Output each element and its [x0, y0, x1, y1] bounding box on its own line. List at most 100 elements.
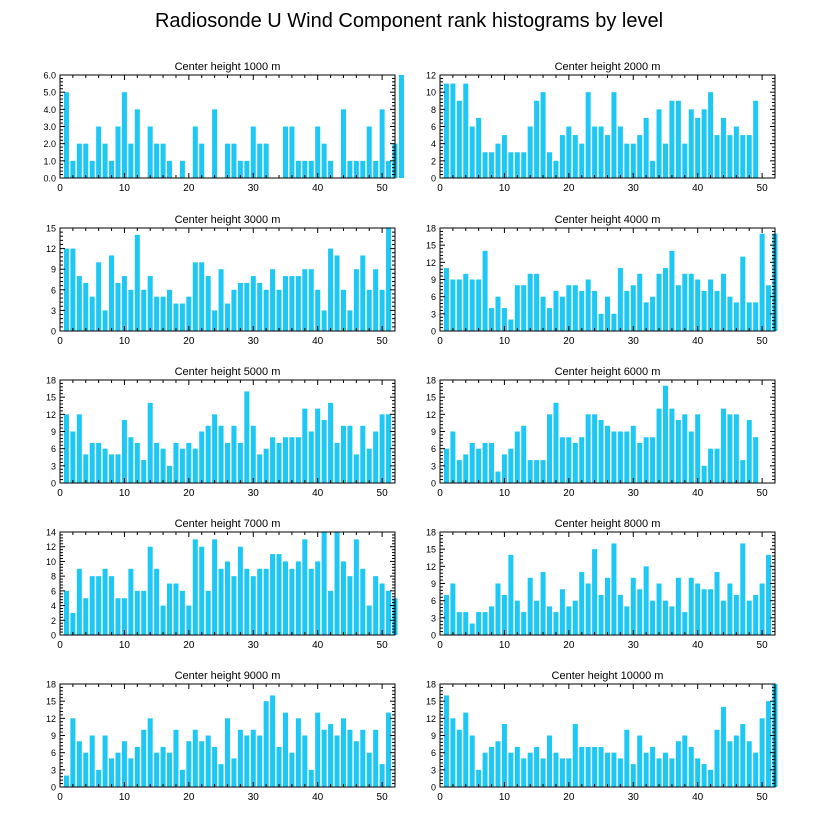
histogram-bar	[682, 143, 688, 178]
histogram-bar	[753, 594, 759, 635]
y-tick-label: 18	[46, 680, 56, 690]
histogram-bar	[508, 319, 514, 331]
x-tick-label: 20	[183, 640, 195, 651]
histogram-bar	[250, 576, 256, 635]
histogram-bar	[501, 724, 507, 787]
histogram-bar	[592, 290, 598, 331]
histogram-bar	[141, 590, 147, 635]
histogram-bar	[218, 425, 224, 483]
histogram-bar	[566, 285, 572, 331]
histogram-bar	[553, 290, 559, 331]
histogram-bar	[263, 289, 269, 331]
histogram-bar	[443, 83, 449, 178]
histogram-bar	[566, 758, 572, 787]
histogram-bar	[585, 746, 591, 787]
histogram-bar	[76, 741, 82, 787]
histogram-bar	[604, 425, 611, 483]
histogram-bar	[179, 160, 185, 178]
histogram-bar	[585, 92, 591, 178]
histogram-bar	[553, 160, 559, 178]
histogram-bar	[759, 583, 765, 635]
histogram-bar	[282, 561, 288, 635]
histogram-bar	[701, 589, 707, 635]
histogram-bar	[315, 289, 321, 331]
y-tick-label: 0.0	[43, 174, 56, 184]
histogram-bar	[109, 255, 115, 331]
histogram-bar	[237, 160, 243, 178]
y-tick-label: 12	[426, 258, 436, 268]
histogram-bar	[598, 126, 604, 178]
histogram-bar	[134, 590, 140, 635]
histogram-bar	[559, 437, 565, 483]
histogram-bar	[695, 279, 701, 331]
histogram-bar	[115, 752, 121, 787]
histogram-bar	[205, 425, 211, 483]
histogram-bar	[179, 590, 185, 635]
histogram-bar	[302, 539, 308, 635]
x-tick-label: 50	[757, 488, 769, 499]
histogram-bar	[205, 276, 211, 331]
histogram-bar	[315, 561, 321, 635]
histogram-bar	[347, 310, 353, 331]
panel-title: Center height 7000 m	[175, 518, 281, 530]
histogram-bar	[128, 758, 134, 787]
histogram-bar	[334, 532, 340, 635]
histogram-bar	[637, 135, 643, 178]
histogram-bar	[443, 448, 449, 483]
histogram-panel: Center height 8000 m 0 10 20 30 40 50 0 3 6 9 12 15 1…	[426, 518, 776, 651]
histogram-bar	[482, 442, 488, 483]
y-tick-label: 15	[46, 393, 56, 403]
y-tick-label: 10	[426, 88, 436, 98]
x-tick-label: 20	[183, 488, 195, 499]
histogram-bar	[347, 729, 353, 787]
y-tick-label: 0	[431, 174, 436, 184]
histogram-bar	[720, 600, 726, 635]
y-tick-label: 1.0	[43, 156, 56, 166]
histogram-bar	[547, 606, 553, 635]
panel-title: Center height 8000 m	[555, 518, 661, 530]
histogram-bar	[476, 117, 482, 178]
histogram-bar	[321, 143, 327, 178]
histogram-bar	[540, 296, 546, 331]
histogram-bar	[630, 285, 636, 331]
histogram-bar	[579, 572, 585, 635]
histogram-bar	[115, 454, 121, 483]
histogram-bar	[727, 135, 733, 178]
histogram-bar	[289, 276, 295, 331]
histogram-bar	[688, 273, 694, 331]
histogram-bar	[656, 109, 662, 178]
y-tick-label: 8	[431, 105, 436, 115]
histogram-bar	[134, 746, 140, 787]
histogram-bar	[482, 250, 488, 331]
y-tick-label: 0	[51, 783, 56, 793]
histogram-bar	[128, 437, 134, 483]
histogram-bar	[328, 402, 334, 483]
histogram-bar	[637, 273, 643, 331]
histogram-bar	[212, 539, 218, 635]
histogram-bar	[121, 276, 127, 331]
histogram-bar	[276, 554, 282, 635]
x-tick-label: 50	[757, 640, 769, 651]
histogram-bar	[96, 442, 102, 483]
y-tick-label: 0	[51, 479, 56, 489]
histogram-bar	[720, 706, 726, 787]
histogram-bar	[96, 576, 102, 635]
x-tick-label: 10	[499, 336, 511, 347]
y-tick-label: 15	[426, 545, 436, 555]
y-tick-label: 15	[46, 697, 56, 707]
histogram-bar	[617, 594, 623, 635]
histogram-bar	[231, 425, 237, 483]
histogram-bar	[527, 752, 533, 787]
histogram-bar	[237, 729, 243, 787]
histogram-bar	[147, 126, 153, 178]
y-tick-label: 18	[426, 376, 436, 386]
histogram-bar	[592, 549, 598, 635]
histogram-bar	[598, 594, 604, 635]
histogram-bar	[205, 735, 211, 787]
histogram-bar	[456, 729, 462, 787]
histogram-bar	[592, 414, 598, 483]
histogram-bar	[141, 729, 147, 787]
histogram-bar	[443, 695, 449, 787]
y-tick-label: 3	[431, 613, 436, 623]
histogram-bar	[89, 296, 95, 331]
